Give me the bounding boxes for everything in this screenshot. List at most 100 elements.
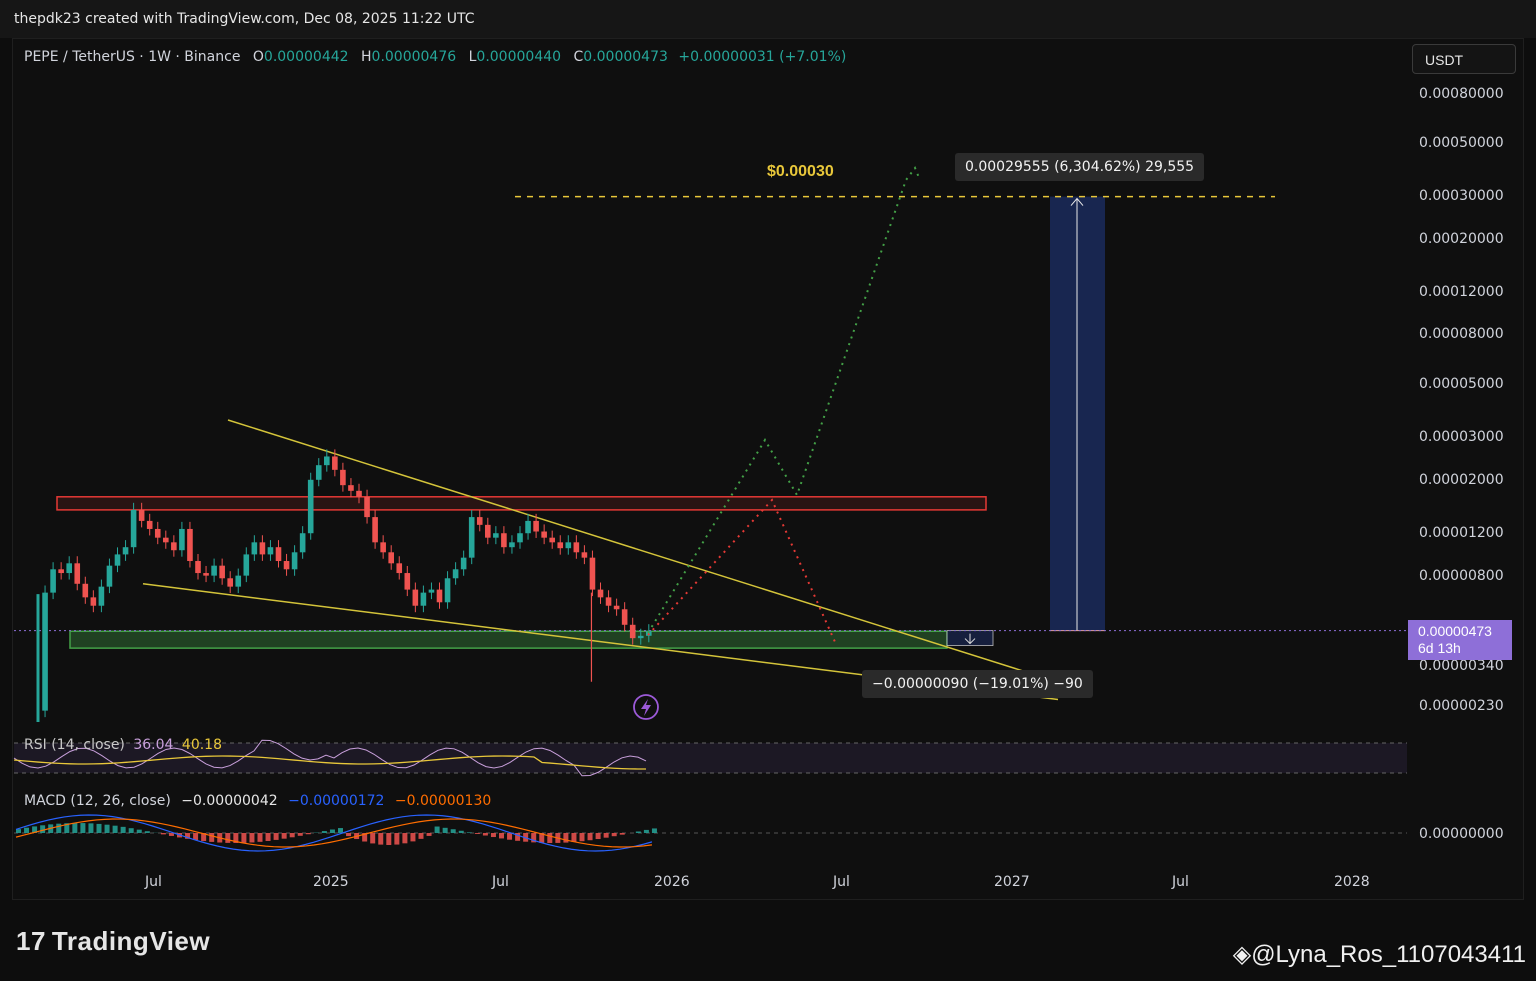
candle-body — [283, 561, 290, 570]
macd-histogram-bar — [466, 832, 472, 833]
rsi-value: 36.04 — [133, 737, 174, 753]
macd-histogram-bar — [297, 833, 303, 836]
candle-body — [573, 542, 580, 553]
macd-signal-line — [15, 818, 653, 848]
lightning-icon — [641, 699, 651, 716]
macd-histogram-bar — [635, 831, 641, 833]
candle-body — [476, 517, 483, 525]
macd-histogram-bar — [104, 824, 110, 833]
macd-histogram-bar — [587, 833, 593, 841]
symbol-label[interactable]: PEPE / TetherUS · 1W · Binance — [24, 49, 241, 65]
bullish-projection — [647, 166, 921, 634]
candle-body — [348, 485, 354, 491]
macd-histogram-bar — [563, 833, 569, 843]
candle-body — [541, 531, 547, 538]
macd-histogram-bar — [160, 833, 166, 835]
rsi-line — [13, 739, 647, 777]
candle-body — [267, 547, 274, 555]
candle-body — [501, 533, 507, 548]
candle-body — [243, 554, 250, 576]
price-axis-label: 0.00012000 — [1419, 284, 1504, 300]
candle-body — [171, 542, 177, 551]
macd-histogram-bar — [499, 833, 504, 839]
change-value: +0.00000031 (+7.01%) — [678, 49, 847, 65]
tv-logo-text: TradingView — [51, 926, 211, 956]
open-value: 0.00000442 — [263, 49, 349, 65]
candle-body — [589, 557, 596, 590]
candle-body — [163, 537, 169, 543]
macd-histogram-bar — [458, 830, 464, 833]
target-price-label: $0.00030 — [767, 163, 834, 180]
candle-body — [130, 509, 137, 548]
price-axis-label: 0.00030000 — [1419, 188, 1504, 204]
currency-selector[interactable]: USDT — [1412, 44, 1516, 74]
event-circle — [633, 694, 659, 720]
candle-body — [114, 554, 121, 566]
macd-line — [15, 814, 653, 852]
candle-body — [106, 565, 113, 587]
macd-line-value: −0.00000172 — [288, 793, 385, 809]
macd-histogram-bar — [185, 833, 191, 839]
macd-histogram-bar — [426, 833, 432, 836]
candle-body — [259, 542, 266, 555]
macd-histogram-bar — [442, 827, 448, 833]
macd-histogram-bar — [305, 833, 311, 835]
macd-histogram-bar — [603, 833, 609, 838]
macd-histogram-bar — [241, 833, 247, 843]
down-measure-arrow — [964, 633, 976, 645]
last-price-tag: 0.00000473 6d 13h — [1408, 620, 1512, 660]
price-axis-label: 0.00003000 — [1419, 429, 1504, 445]
macd-histogram-bar — [579, 833, 585, 842]
up-measure-callout: 0.00029555 (6,304.62%) 29,555 — [955, 153, 1205, 181]
macd-histogram-bar — [515, 833, 521, 841]
candle-body — [436, 589, 443, 603]
macd-histogram-bar — [144, 831, 150, 833]
chart-panel[interactable] — [12, 38, 1524, 900]
time-axis-label: Jul — [492, 874, 509, 890]
candle-body — [613, 605, 620, 610]
candle-body — [581, 552, 588, 558]
tradingview-logo[interactable]: 17 TradingView — [16, 926, 210, 957]
candle-body — [364, 496, 370, 518]
macd-histogram-bar — [338, 828, 343, 833]
price-axis-label: 0.00000230 — [1419, 698, 1504, 714]
candle-body — [388, 552, 394, 564]
macd-histogram-bar — [193, 833, 199, 841]
macd-histogram-bar — [643, 829, 649, 833]
low-value: 0.00000440 — [476, 49, 562, 65]
rsi-legend[interactable]: RSI (14, close) 36.04 40.18 — [24, 737, 222, 753]
candle-body — [565, 542, 572, 549]
rsi-ma-line — [13, 755, 647, 770]
time-axis-label: 2028 — [1334, 874, 1370, 890]
macd-histogram-bar — [289, 833, 295, 838]
price-axis-label: 0.00050000 — [1419, 135, 1504, 151]
candle-body — [428, 589, 435, 593]
candle-body — [549, 537, 555, 543]
candle-body — [42, 592, 48, 711]
macd-histogram-bar — [402, 833, 408, 844]
watermark-text: @Lyna_Ros_1107043411 — [1251, 941, 1526, 968]
macd-histogram-bar — [370, 833, 376, 844]
candle-body — [420, 592, 427, 606]
candle-body — [629, 624, 636, 639]
candle-body — [82, 583, 89, 598]
candle-body — [509, 542, 515, 548]
close-value: 0.00000473 — [583, 49, 668, 65]
bearish-projection — [647, 498, 836, 643]
price-axis-label: 0.00005000 — [1419, 376, 1504, 392]
time-axis-label: 2027 — [994, 874, 1030, 890]
macd-histogram-bar — [651, 828, 657, 833]
macd-zero-label: 0.00000000 — [1419, 826, 1504, 842]
macd-legend[interactable]: MACD (12, 26, close) −0.00000042 −0.0000… — [24, 793, 491, 809]
candle-body — [468, 517, 475, 558]
price-axis-label: 0.00080000 — [1419, 86, 1504, 102]
candle-body — [452, 569, 459, 579]
macd-histogram-bar — [410, 833, 416, 842]
macd-histogram-bar — [88, 823, 94, 833]
macd-histogram-bar — [321, 831, 327, 833]
candle-body — [493, 533, 499, 538]
candle-body — [517, 533, 523, 543]
candle-body — [219, 565, 225, 579]
time-axis-label: Jul — [145, 874, 162, 890]
